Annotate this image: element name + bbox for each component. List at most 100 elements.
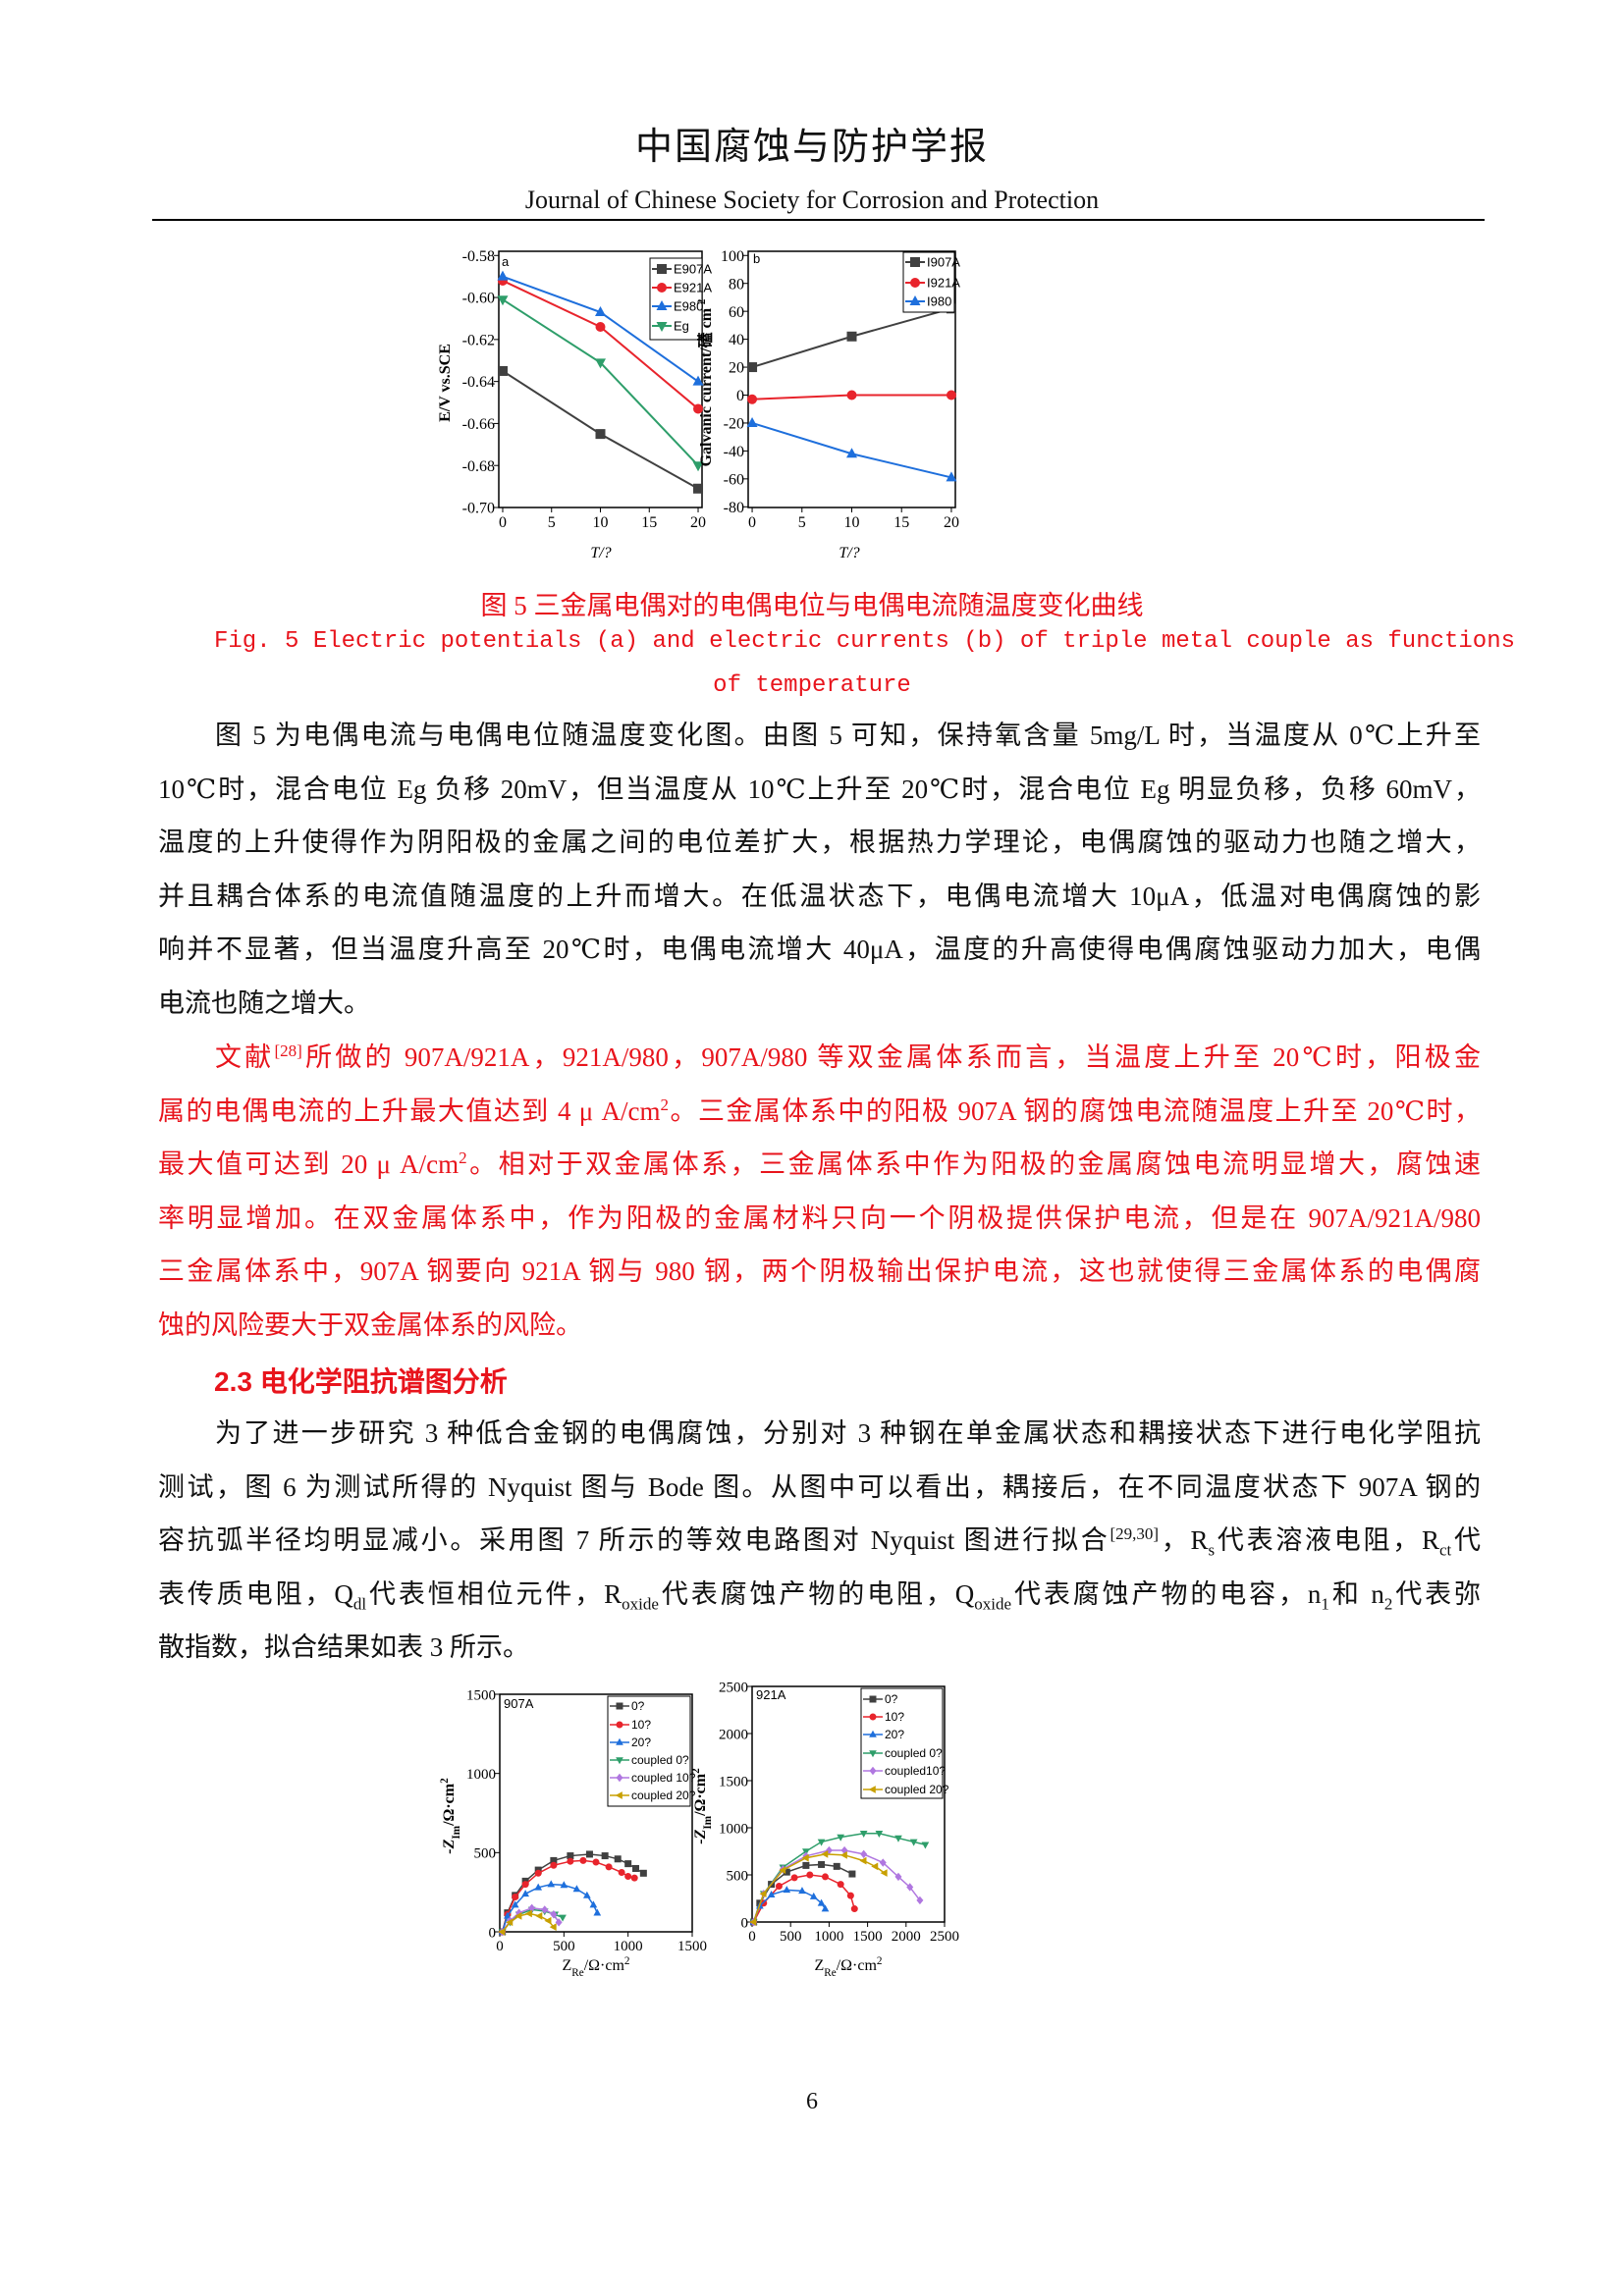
legend-marker bbox=[616, 1702, 623, 1710]
y-tick-label: 20 bbox=[729, 360, 744, 377]
text-run: 三金属体系中，907A 钢要向 921A 钢与 980 钢，两个阴极输出保护电流… bbox=[158, 1256, 1481, 1286]
supscript-text: 2 bbox=[660, 1095, 669, 1114]
data-point bbox=[541, 1905, 549, 1914]
data-point bbox=[497, 295, 509, 306]
data-point bbox=[595, 306, 606, 317]
text-run: 10℃时，混合电位 Eg 负移 20mV，但当温度从 10℃上升至 20℃时，混… bbox=[158, 774, 1481, 804]
axis-label-part: /Ω·cm bbox=[441, 1783, 458, 1827]
data-point bbox=[848, 1870, 856, 1878]
series-e907a bbox=[497, 365, 704, 494]
legend-marker bbox=[616, 1737, 623, 1745]
supscript-text: 2 bbox=[459, 1148, 467, 1167]
data-point bbox=[798, 1887, 806, 1895]
x-tick-label: 5 bbox=[548, 514, 556, 531]
y-tick-label: 1000 bbox=[466, 1767, 496, 1783]
text-line: 测试，图 6 为测试所得的 Nyquist 图与 Bode 图。从图中可以看出，… bbox=[158, 1461, 1481, 1515]
data-point bbox=[589, 1900, 598, 1908]
data-point bbox=[817, 1839, 826, 1846]
text-line: 蚀的风险要大于双金属体系的风险。 bbox=[158, 1299, 1481, 1353]
y-axis-label: -ZIm/Ω·cm2 bbox=[439, 1778, 462, 1854]
data-point bbox=[871, 1862, 879, 1871]
data-point bbox=[521, 1890, 529, 1897]
data-point bbox=[747, 362, 758, 373]
plot-frame bbox=[751, 1685, 946, 1923]
data-point bbox=[692, 461, 704, 472]
data-point bbox=[821, 1873, 829, 1881]
y-tick-label: 1500 bbox=[719, 1774, 748, 1789]
journal-title: 中国腐蚀与防护学报 bbox=[634, 127, 989, 168]
x-tick-label: 2500 bbox=[930, 1929, 959, 1945]
data-point bbox=[567, 1852, 574, 1860]
x-axis-label: T/? bbox=[590, 545, 611, 561]
data-point bbox=[767, 1890, 776, 1897]
y-tick-label: 1500 bbox=[466, 1687, 496, 1703]
legend-marker bbox=[869, 1730, 877, 1737]
data-point bbox=[850, 1905, 858, 1913]
axis-label-part: -Z bbox=[441, 1839, 458, 1853]
y-tick-label: 500 bbox=[727, 1868, 749, 1884]
x-tick-label: 1500 bbox=[677, 1939, 707, 1954]
axis-label-part: /Ω·cm bbox=[692, 1773, 709, 1817]
data-point bbox=[837, 1881, 844, 1889]
text-run: ，R bbox=[1159, 1525, 1209, 1555]
series-i980 bbox=[746, 416, 957, 482]
y-tick-label: 40 bbox=[729, 332, 744, 348]
subscript-text: ct bbox=[1439, 1540, 1452, 1560]
y-tick-label: 80 bbox=[729, 276, 744, 293]
data-point bbox=[528, 1903, 536, 1912]
x-tick-label: 500 bbox=[780, 1929, 802, 1945]
body-paragraph-highlighted: 文献[28]所做的 907A/921A，921A/980，907A/980 等双… bbox=[158, 1031, 1481, 1352]
legend: E907A E921A E980 Eg bbox=[649, 257, 712, 341]
text-line: 温度的上升使得作为阴阳极的金属之间的电位差扩大，根据热力学理论，电偶腐蚀的驱动力… bbox=[158, 816, 1481, 870]
text-run: 温度的上升使得作为阴阳极的金属之间的电位差扩大，根据热力学理论，电偶腐蚀的驱动力… bbox=[158, 828, 1481, 857]
data-point bbox=[839, 1850, 847, 1859]
data-point bbox=[859, 1830, 868, 1838]
data-point bbox=[906, 1883, 914, 1892]
y-tick-label: -0.60 bbox=[462, 291, 495, 307]
data-point bbox=[550, 1856, 558, 1864]
text-line: 表传质电阻，Qdl代表恒相位元件，Roxide代表腐蚀产物的电阻，Qoxide代… bbox=[158, 1568, 1481, 1622]
x-axis-label: T/? bbox=[839, 545, 859, 561]
data-point bbox=[572, 1885, 581, 1893]
legend-label: E907A bbox=[674, 262, 712, 277]
data-point bbox=[497, 365, 508, 376]
text-line: 属的电偶电流的上升最大值达到 4 μ A/cm2。三金属体系中的阳极 907A … bbox=[158, 1085, 1481, 1139]
text-run: 代表腐蚀产物的电阻，Q bbox=[658, 1578, 975, 1609]
y-tick-label: 2000 bbox=[719, 1727, 748, 1742]
legend-label: coupled 0? bbox=[631, 1753, 689, 1767]
legend-marker bbox=[656, 300, 668, 310]
x-tick-label: 0 bbox=[748, 1929, 756, 1945]
data-point bbox=[859, 1856, 867, 1865]
data-point bbox=[579, 1856, 587, 1864]
data-point bbox=[783, 1886, 791, 1894]
y-axis-label: E/V vs.SCE bbox=[437, 344, 454, 422]
legend-marker bbox=[656, 322, 668, 332]
data-point bbox=[544, 1916, 552, 1925]
data-point bbox=[547, 1880, 556, 1888]
x-tick-label: 1500 bbox=[853, 1929, 883, 1945]
y-tick-label: 0 bbox=[741, 1915, 749, 1931]
text-line: 散指数，拟合结果如表 3 所示。 bbox=[158, 1621, 1481, 1675]
data-point bbox=[790, 1874, 798, 1882]
supscript-text: [29,30] bbox=[1110, 1524, 1160, 1543]
legend-marker bbox=[869, 1766, 877, 1776]
data-point bbox=[809, 1892, 818, 1899]
data-point bbox=[846, 448, 857, 458]
text-run: 文献 bbox=[215, 1042, 275, 1072]
y-tick-label: -0.66 bbox=[462, 416, 495, 433]
y-tick-label: -0.68 bbox=[462, 458, 495, 475]
legend-marker bbox=[616, 1721, 623, 1729]
figure-caption-en-line1: Fig. 5 Electric potentials (a) and elect… bbox=[214, 628, 1516, 655]
data-point bbox=[535, 1912, 543, 1920]
legend-marker bbox=[616, 1773, 623, 1783]
legend: 0? 10? 20? coupled 0? coupled 10? coupled 20? bbox=[607, 1695, 696, 1807]
text-run: 容抗弧半径均明显减小。采用图 7 所示的等效电路图对 Nyquist 图进行拟合 bbox=[158, 1525, 1110, 1555]
section-heading: 2.3 电化学阻抗谱图分析 bbox=[214, 1366, 508, 1397]
subscript-text: oxide bbox=[974, 1593, 1012, 1613]
data-point bbox=[946, 471, 957, 482]
text-run: 代表恒相位元件，R bbox=[366, 1578, 623, 1609]
data-point bbox=[806, 1871, 814, 1879]
legend-marker bbox=[909, 295, 921, 305]
data-point bbox=[511, 1900, 519, 1908]
